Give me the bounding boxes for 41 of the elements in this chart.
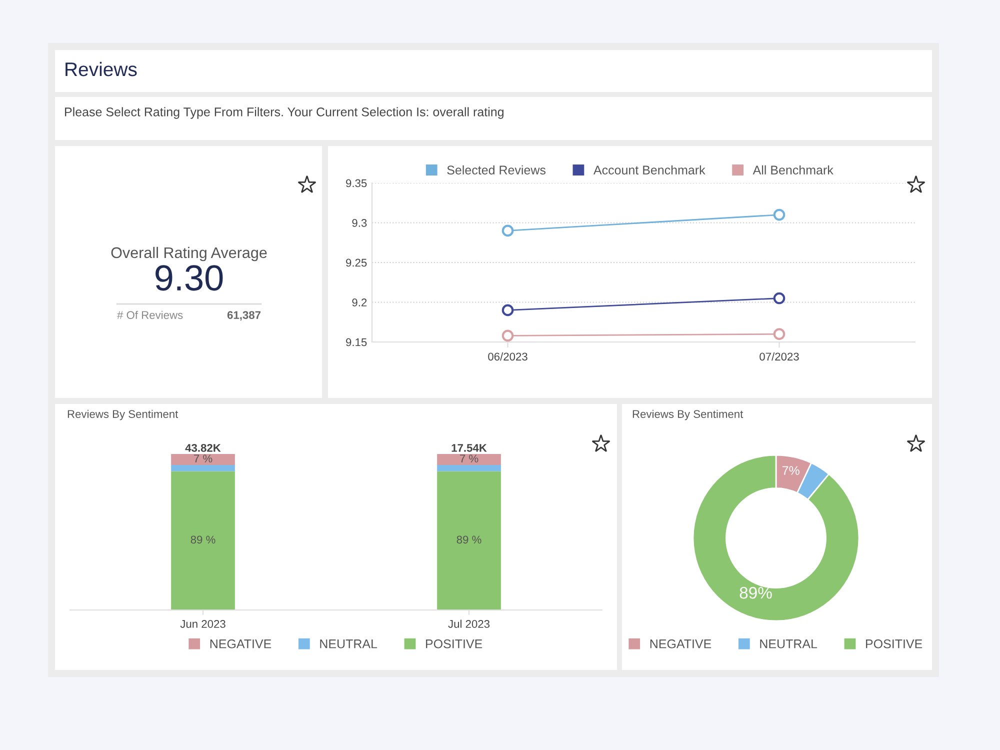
text: # Of Reviews: [117, 310, 183, 319]
legend-label: Selected Reviews: [447, 165, 546, 174]
legend-label: Account Benchmark: [593, 165, 706, 174]
data-label: 89%: [740, 586, 772, 599]
x-tick-label: Jul 2023: [448, 620, 490, 628]
legend-label: NEUTRAL: [320, 640, 378, 648]
x-tick-label: 06/2023: [488, 352, 528, 361]
data-label: 7 %: [460, 454, 478, 462]
y-tick-label: 9.25: [346, 258, 367, 267]
annotation: 43.82K: [185, 444, 221, 452]
donut-slice: [692, 454, 860, 622]
legend-label: NEGATIVE: [210, 639, 272, 648]
data-label: 89 %: [456, 536, 482, 544]
text: 9.30: [156, 265, 223, 291]
annotation: 17.54K: [452, 444, 487, 452]
y-tick-label: 9.2: [352, 298, 367, 306]
point: [502, 304, 514, 316]
legend-label: NEGATIVE: [650, 639, 712, 648]
text: 61,387: [227, 311, 261, 321]
text: Reviews: [66, 62, 137, 76]
legend-label: POSITIVE: [426, 639, 482, 648]
legend-label: All Benchmark: [752, 165, 834, 174]
legend-label: POSITIVE: [866, 639, 922, 648]
chart-title: Reviews By Sentiment: [68, 410, 178, 420]
point: [502, 330, 514, 342]
point: [773, 208, 786, 221]
data-label: 7 %: [194, 454, 212, 462]
point: [773, 292, 786, 304]
x-tick-label: 07/2023: [760, 352, 799, 361]
point: [773, 328, 786, 340]
text: Overall Rating Average: [111, 246, 267, 262]
chart-title: Reviews By Sentiment: [632, 410, 744, 420]
legend-label: NEUTRAL: [760, 640, 818, 648]
data-label: 7%: [782, 466, 800, 475]
y-tick-label: 9.3: [352, 219, 367, 227]
point: [502, 224, 514, 237]
x-tick-label: Jun 2023: [180, 620, 226, 628]
text: Please Select Rating Type From Filters. Your Current Selection Is: overall rating: [65, 107, 504, 119]
y-tick-label: 9.35: [346, 179, 367, 188]
data-label: 89 %: [190, 536, 216, 544]
y-tick-label: 9.15: [346, 338, 367, 346]
